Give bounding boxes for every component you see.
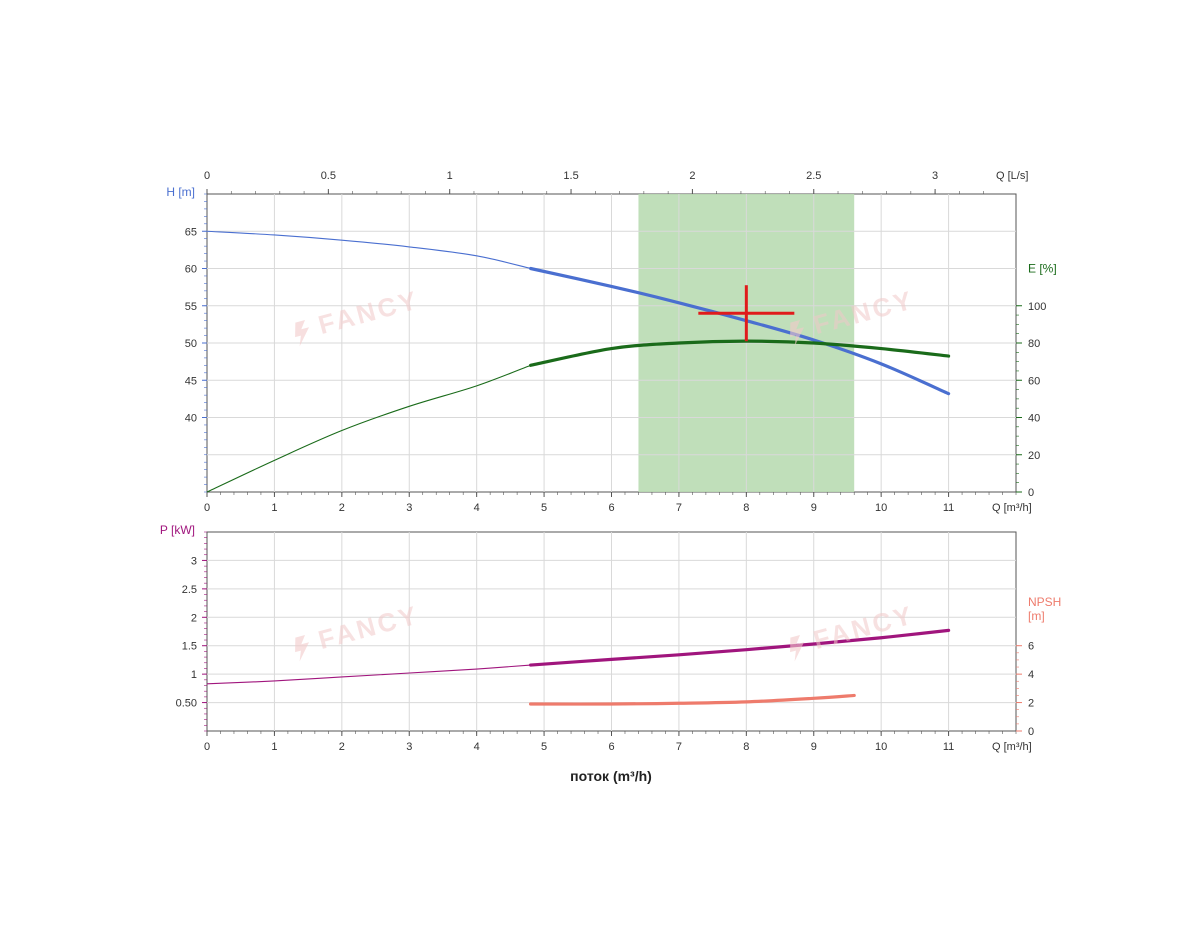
x-axis-title: Q [m³/h] [992,502,1032,514]
watermark-logo [790,320,805,347]
y2-tick-label: 0 [1028,726,1034,738]
watermark-logo [295,320,310,347]
y2-axis-title: [m] [1028,609,1045,623]
x-tick-label: 0 [204,502,210,514]
x-tick-label: 0 [204,741,210,753]
y-axis-title: P [kW] [160,523,195,537]
y2-tick-label: 40 [1028,413,1040,425]
y2-tick-label: 4 [1028,669,1034,681]
y-tick-label: 45 [185,375,197,387]
x-tick-label: 9 [811,502,817,514]
power-npsh-panel: 0 1 2 3 4 5 6 7 8 9 10 11 Q [m³/h] 0.50 1 1.5 2 2.5 3 P [kW… [160,523,1061,753]
x-tick-label: 6 [608,741,614,753]
x-tick-label: 11 [943,741,954,753]
y-tick-label: 60 [185,264,197,276]
y-axis-title: H [m] [166,185,195,199]
x2-tick-label: 0 [204,170,210,182]
x-tick-label: 11 [943,502,954,514]
x-tick-label: 5 [541,741,547,753]
watermark-logo [295,635,310,662]
x-tick-label: 7 [676,741,682,753]
x-tick-label: 3 [406,741,412,753]
x-tick-label: 8 [743,741,749,753]
y2-tick-label: 2 [1028,698,1034,710]
x-tick-label: 1 [271,741,277,753]
x2-tick-label: 3 [932,170,938,182]
y-tick-label: 65 [185,226,197,238]
y-tick-label: 1.5 [182,641,197,653]
x2-tick-label: 0.5 [321,170,336,182]
x-tick-label: 4 [474,741,480,753]
x2-tick-label: 2 [689,170,695,182]
x2-axis-title: Q [L/s] [996,170,1028,182]
x-tick-label: 4 [474,502,480,514]
series-line-0 [529,628,951,667]
x-tick-label: 9 [811,741,817,753]
y2-axis-title: NPSH [1028,595,1061,609]
y-tick-label: 3 [191,555,197,567]
y-tick-label: 50 [185,338,197,350]
y2-tick-label: 100 [1028,301,1046,313]
watermark-logo [790,635,805,662]
x-tick-label: 1 [271,502,277,514]
x-tick-label: 6 [608,502,614,514]
x-tick-label: 2 [339,502,345,514]
x-tick-label: 3 [406,502,412,514]
common-x-axis-title: поток (m³/h) [570,768,652,784]
x-tick-label: 10 [875,502,887,514]
y2-tick-label: 60 [1028,375,1040,387]
y-tick-label: 1 [191,669,197,681]
x-tick-label: 10 [875,741,887,753]
series-line-1 [529,693,856,706]
y-tick-label: 0.50 [176,698,197,710]
y2-tick-label: 80 [1028,338,1040,350]
x2-tick-label: 1 [447,170,453,182]
x2-tick-label: 2.5 [806,170,821,182]
x2-tick-label: 1.5 [563,170,578,182]
series-line-thin-1 [206,364,531,493]
x-tick-label: 8 [743,502,749,514]
x-axis-title: Q [m³/h] [992,741,1032,753]
y-tick-label: 40 [185,413,197,425]
y2-axis-title: E [%] [1028,262,1057,276]
y2-tick-label: 6 [1028,641,1034,653]
series-line-thin-0 [206,230,531,270]
y2-tick-label: 20 [1028,450,1040,462]
y-tick-label: 55 [185,301,197,313]
series-line-thin-0 [206,664,531,685]
x-tick-label: 5 [541,502,547,514]
y2-tick-label: 0 [1028,487,1034,499]
x-tick-label: 2 [339,741,345,753]
y-tick-label: 2 [191,612,197,624]
y-tick-label: 2.5 [182,584,197,596]
x-tick-label: 7 [676,502,682,514]
